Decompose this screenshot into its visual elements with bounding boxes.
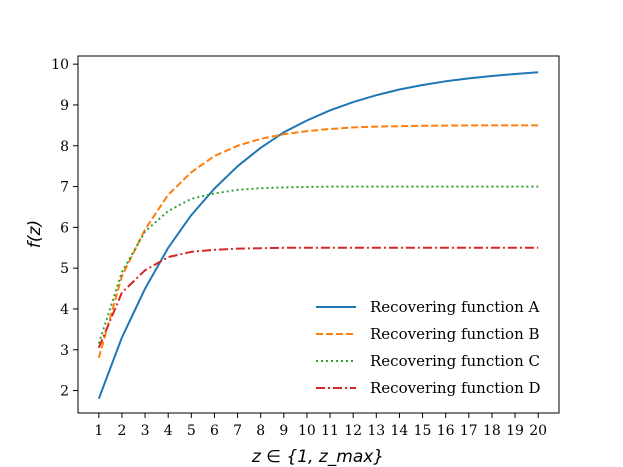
y-tick-label: 8 xyxy=(60,139,69,155)
series-line-b xyxy=(97,124,539,359)
x-tick-label: 14 xyxy=(391,423,409,439)
x-tick-label: 19 xyxy=(506,423,524,439)
legend-label-c: Recovering function C xyxy=(370,352,540,370)
y-tick-label: 4 xyxy=(60,302,69,318)
x-tick-label: 9 xyxy=(279,423,288,439)
legend: Recovering function A Recovering function… xyxy=(316,298,541,397)
legend-label-d: Recovering function D xyxy=(370,379,541,397)
x-tick-label: 12 xyxy=(344,423,362,439)
x-tick-label: 13 xyxy=(367,423,385,439)
x-tick-label: 1 xyxy=(94,423,103,439)
series-line-d xyxy=(97,246,539,349)
x-tick-label: 17 xyxy=(460,423,478,439)
x-tick-label: 15 xyxy=(414,423,432,439)
y-tick-label: 10 xyxy=(51,57,69,73)
x-tick-label: 4 xyxy=(164,423,173,439)
x-tick-label: 5 xyxy=(187,423,196,439)
legend-label-a: Recovering function A xyxy=(370,298,540,316)
x-tick-label: 7 xyxy=(233,423,242,439)
x-tick-label: 3 xyxy=(141,423,150,439)
x-tick-label: 20 xyxy=(529,423,547,439)
plot-frame xyxy=(77,55,560,414)
y-tick-label: 5 xyxy=(60,261,69,277)
x-tick-label: 10 xyxy=(298,423,316,439)
x-axis: 1 2 3 4 5 6 7 8 9 10 11 12 13 14 15 16 17 18 19 20 xyxy=(94,413,547,439)
series-line-a xyxy=(97,71,539,400)
x-tick-label: 18 xyxy=(483,423,501,439)
y-axis: 2 3 4 5 6 7 8 9 10 xyxy=(51,57,78,400)
y-tick-label: 2 xyxy=(60,384,69,400)
legend-label-b: Recovering function B xyxy=(370,325,540,343)
y-tick-label: 3 xyxy=(60,343,69,359)
x-tick-label: 6 xyxy=(210,423,219,439)
x-axis-label: z ∈ {1, z_max} xyxy=(251,447,384,467)
y-tick-label: 7 xyxy=(60,180,69,196)
x-tick-label: 2 xyxy=(117,423,126,439)
x-tick-label: 8 xyxy=(256,423,265,439)
x-tick-label: 16 xyxy=(437,423,455,439)
y-tick-label: 9 xyxy=(60,98,69,114)
series-layer xyxy=(97,71,539,400)
x-tick-label: 11 xyxy=(321,423,339,439)
y-axis-label: f(z) xyxy=(25,220,45,248)
y-tick-label: 6 xyxy=(60,220,69,236)
